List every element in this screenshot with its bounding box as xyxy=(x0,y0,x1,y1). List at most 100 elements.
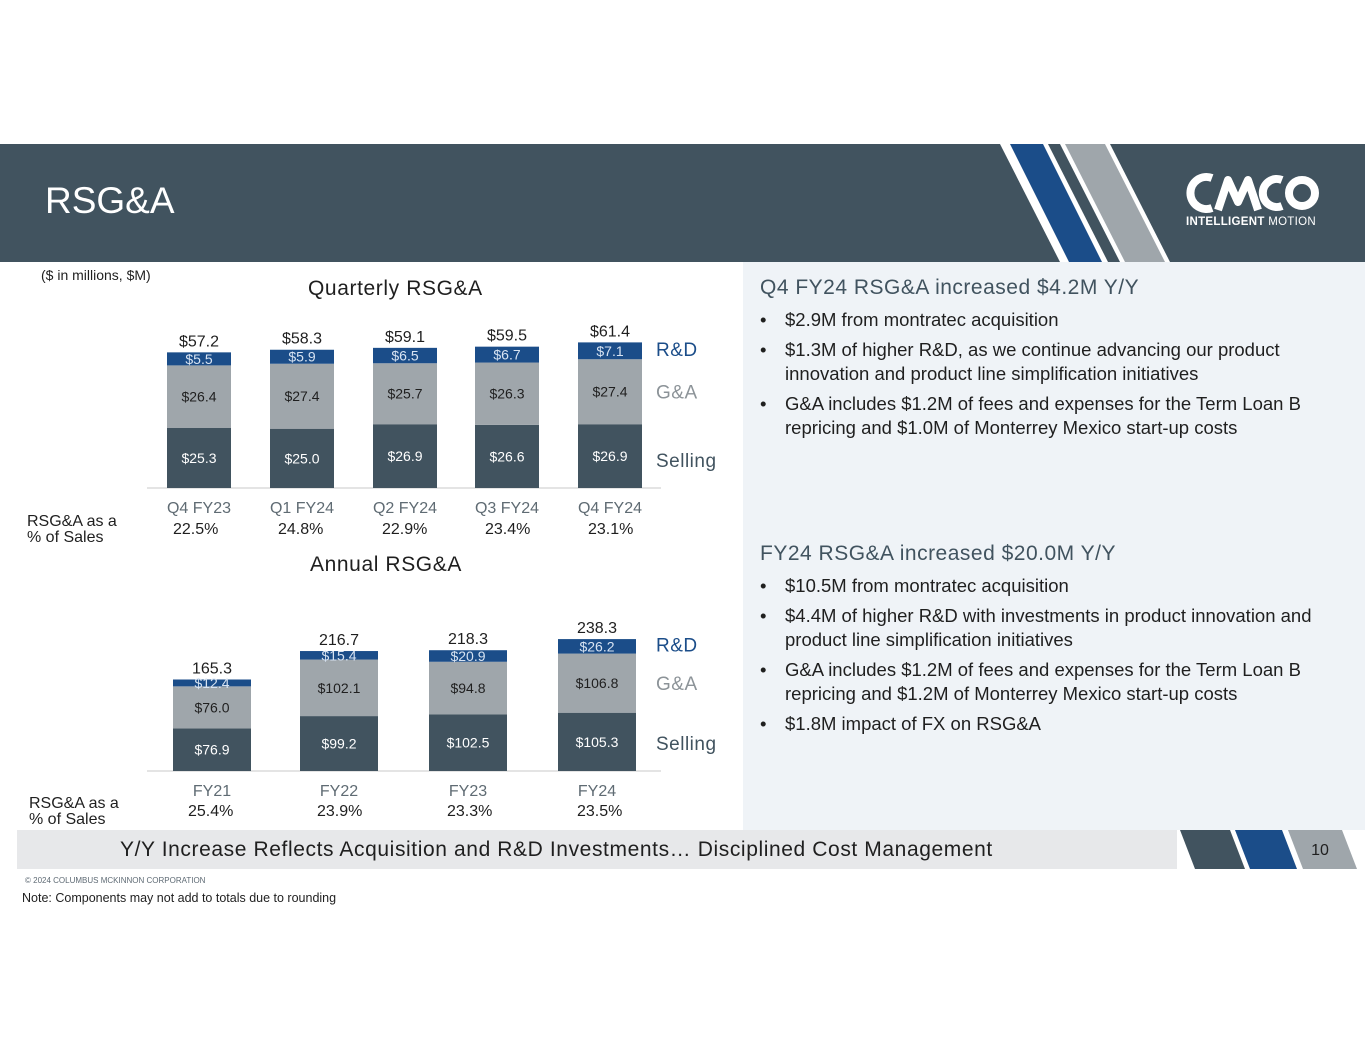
footnote: Note: Components may not add to totals d… xyxy=(22,891,337,905)
bar-segment-rd xyxy=(270,349,334,364)
x-tick-label: FY23 xyxy=(449,783,487,800)
bar-segment-rd xyxy=(300,651,378,660)
total-label: 165.3 xyxy=(192,660,232,677)
quarterly-pct-value: 23.4% xyxy=(485,521,531,538)
data-label: $26.9 xyxy=(592,448,627,464)
total-label: 238.3 xyxy=(577,620,617,637)
bar-segment-ga xyxy=(300,659,378,717)
data-label: $26.2 xyxy=(579,638,614,654)
bar-segment-rd xyxy=(167,352,231,366)
data-label: $25.3 xyxy=(181,450,216,466)
x-tick-label: Q4 FY23 xyxy=(167,500,231,517)
bar-segment-ga xyxy=(558,653,636,713)
company-logo xyxy=(1186,173,1319,213)
data-label: $76.9 xyxy=(194,742,229,758)
data-label: $6.5 xyxy=(391,348,418,364)
list-item: $10.5M from montratec acquisition xyxy=(760,574,1345,598)
legend-item: Selling xyxy=(656,451,717,472)
legend-item: Selling xyxy=(656,734,717,755)
footer-bar xyxy=(17,830,1177,869)
data-label: $26.3 xyxy=(489,386,524,402)
bar-segment-selling xyxy=(429,714,507,771)
data-label: $102.5 xyxy=(447,735,490,751)
data-label: $26.9 xyxy=(387,448,422,464)
bar-segment-rd xyxy=(558,639,636,654)
data-label: $27.4 xyxy=(592,384,627,400)
x-tick-label: FY22 xyxy=(320,783,358,800)
legend-item: G&A xyxy=(656,674,698,695)
legend-item: G&A xyxy=(656,383,698,404)
data-label: $20.9 xyxy=(450,648,485,664)
bar-segment-ga xyxy=(578,359,642,425)
data-label: $15.4 xyxy=(321,647,356,663)
bar-segment-ga xyxy=(167,365,231,429)
footer-stripes-decoration xyxy=(1180,830,1357,869)
bar-segment-rd xyxy=(373,347,437,364)
header-stripes-decoration xyxy=(1000,144,1170,262)
quarterly-commentary-list: $2.9M from montratec acquisition $1.3M o… xyxy=(760,308,1345,446)
total-label: $57.2 xyxy=(179,333,219,350)
data-label: $99.2 xyxy=(321,736,356,752)
data-label: $106.8 xyxy=(576,675,619,691)
bar-segment-selling xyxy=(558,712,636,771)
data-label: $27.4 xyxy=(284,388,319,404)
x-tick-label: FY21 xyxy=(193,783,231,800)
copyright: © 2024 COLUMBUS MCKINNON CORPORATION xyxy=(25,876,206,885)
data-label: $25.0 xyxy=(284,450,319,466)
data-label: $102.1 xyxy=(318,680,361,696)
total-label: $58.3 xyxy=(282,331,322,348)
annual-pct-label: RSG&A as a % of Sales xyxy=(29,795,119,828)
list-item: $4.4M of higher R&D with investments in … xyxy=(760,604,1345,652)
bar-segment-ga xyxy=(429,661,507,715)
annual-pct-value: 25.4% xyxy=(188,803,234,820)
data-label: $7.1 xyxy=(596,343,623,359)
bar-segment-selling xyxy=(270,428,334,488)
bar-segment-selling xyxy=(373,424,437,488)
data-label: $5.9 xyxy=(288,349,315,365)
x-tick-label: Q3 FY24 xyxy=(475,500,539,517)
total-label: $61.4 xyxy=(590,323,630,340)
quarterly-rsga-chart: $25.3 $26.4 $5.5$57.2 Q4 FY23 $25.0 $27.4 $5.9… xyxy=(147,323,717,517)
x-tick-label: FY24 xyxy=(578,783,616,800)
annual-commentary-list: $10.5M from montratec acquisition $4.4M … xyxy=(760,574,1345,742)
annual-chart-title: Annual RSG&A xyxy=(310,553,462,576)
annual-pct-value: 23.3% xyxy=(447,803,493,820)
data-label: $5.5 xyxy=(185,351,212,367)
bar-segment-ga xyxy=(173,686,251,729)
x-tick-label: Q2 FY24 xyxy=(373,500,437,517)
data-label: $76.0 xyxy=(194,699,229,715)
legend-item: R&D xyxy=(656,635,698,656)
total-label: $59.1 xyxy=(385,329,425,346)
data-label: $105.3 xyxy=(576,734,619,750)
data-label: $6.7 xyxy=(493,347,520,363)
quarterly-pct-label: RSG&A as a % of Sales xyxy=(27,513,117,546)
list-item: $1.8M impact of FX on RSG&A xyxy=(760,712,1345,736)
legend-item: R&D xyxy=(656,340,698,361)
bar-segment-rd xyxy=(429,650,507,662)
list-item: $1.3M of higher R&D, as we continue adva… xyxy=(760,338,1345,386)
data-label: $26.4 xyxy=(181,389,216,405)
bar-segment-rd xyxy=(475,346,539,363)
data-label: $26.6 xyxy=(489,448,524,464)
quarterly-pct-value: 22.5% xyxy=(173,521,219,538)
list-item: $2.9M from montratec acquisition xyxy=(760,308,1345,332)
quarterly-pct-value: 23.1% xyxy=(588,521,634,538)
bar-segment-rd xyxy=(578,342,642,360)
bar-segment-selling xyxy=(475,424,539,488)
quarterly-pct-value: 22.9% xyxy=(382,521,428,538)
x-tick-label: Q1 FY24 xyxy=(270,500,334,517)
data-label: $12.4 xyxy=(194,675,229,691)
quarterly-chart-title: Quarterly RSG&A xyxy=(308,277,483,300)
bar-segment-ga xyxy=(475,362,539,425)
quarterly-commentary-heading: Q4 FY24 RSG&A increased $4.2M Y/Y xyxy=(760,276,1140,299)
slide-title: RSG&A xyxy=(45,180,175,221)
data-label: $94.8 xyxy=(450,680,485,696)
bar-segment-selling xyxy=(173,728,251,771)
list-item: G&A includes $1.2M of fees and expenses … xyxy=(760,658,1345,706)
bar-segment-ga xyxy=(270,363,334,429)
total-label: $59.5 xyxy=(487,328,527,345)
x-tick-label: Q4 FY24 xyxy=(578,500,642,517)
bar-segment-rd xyxy=(173,679,251,687)
data-label: $25.7 xyxy=(387,386,422,402)
